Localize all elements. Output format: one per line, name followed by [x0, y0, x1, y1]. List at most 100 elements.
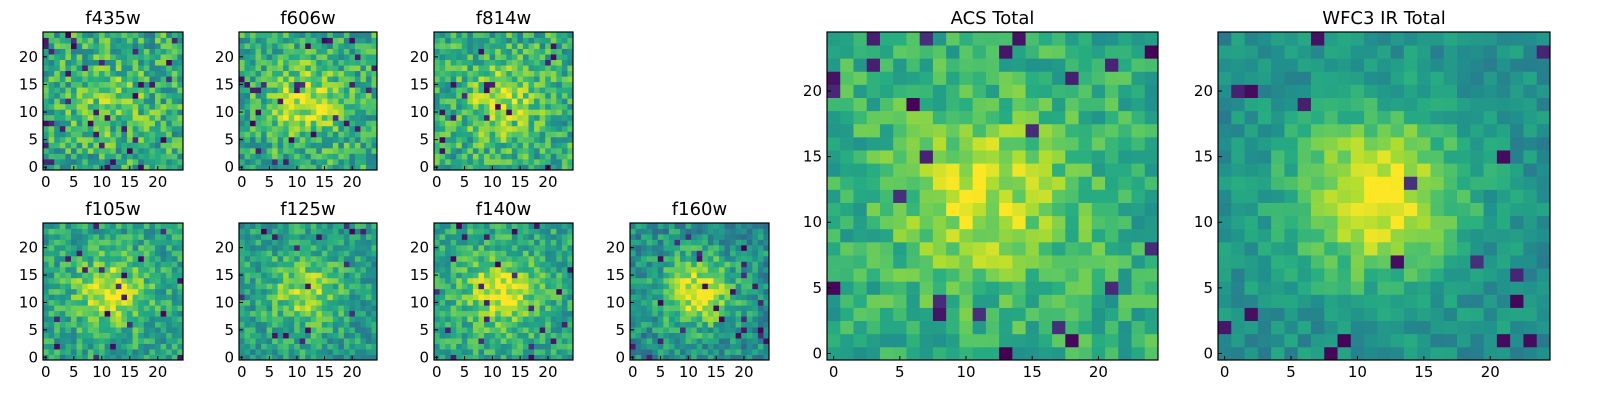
heatmap-cell [360, 261, 367, 268]
heatmap-cell [1025, 333, 1040, 348]
heatmap-cell [506, 277, 513, 284]
heatmap-cell [539, 316, 546, 323]
heatmap-cell [827, 255, 841, 269]
heatmap-cell [534, 76, 541, 83]
heatmap-cell [561, 54, 568, 60]
heatmap-cell [48, 343, 55, 350]
y-tick-label: 15 [606, 266, 625, 284]
heatmap-cell [741, 255, 748, 262]
heatmap-cell [500, 250, 507, 257]
heatmap-cell [434, 59, 440, 66]
heatmap-cell [561, 354, 568, 361]
heatmap-cell [511, 354, 518, 361]
heatmap-cell [104, 59, 111, 66]
heatmap-cell [43, 158, 49, 165]
heatmap-cell [517, 244, 524, 251]
heatmap-cell [866, 215, 881, 230]
heatmap-cell [104, 37, 111, 44]
heatmap-cell [59, 343, 66, 350]
heatmap-cell [43, 32, 49, 38]
heatmap-cell [316, 261, 323, 268]
heatmap-cell [299, 250, 306, 257]
heatmap-cell [360, 120, 367, 127]
heatmap-cell [702, 332, 709, 339]
heatmap-cell [110, 343, 117, 350]
heatmap-cell [646, 288, 653, 295]
heatmap-cell [489, 92, 496, 99]
heatmap-cell [730, 239, 737, 246]
heatmap-cell [972, 268, 987, 282]
y-tick-label: 0 [615, 348, 625, 366]
heatmap-cell [272, 158, 279, 165]
heatmap-cell [177, 354, 184, 361]
heatmap-cell [746, 288, 753, 295]
heatmap-cell [534, 98, 541, 105]
heatmap-cell [266, 316, 273, 323]
heatmap-cell [1038, 268, 1053, 282]
heatmap-cell [177, 109, 184, 116]
heatmap-cell [239, 158, 245, 165]
heatmap-cell [166, 54, 173, 60]
heatmap-cell [556, 272, 563, 279]
heatmap-cell [1025, 255, 1040, 269]
heatmap-cell [478, 233, 485, 240]
heatmap-cell [354, 354, 361, 361]
heatmap-cell [310, 131, 317, 138]
heatmap-cell [522, 87, 529, 94]
heatmap-cell [316, 32, 323, 38]
heatmap-cell [166, 142, 173, 149]
heatmap-cell [321, 70, 328, 77]
heatmap-cell [840, 150, 854, 164]
heatmap-cell [171, 153, 178, 160]
heatmap-cell [138, 136, 145, 143]
heatmap-cell [550, 349, 557, 355]
heatmap-cell [93, 59, 100, 66]
heatmap-cell [735, 349, 742, 355]
x-tick-label: 20 [148, 363, 167, 381]
heatmap-cell [160, 239, 167, 246]
heatmap-cell [472, 233, 479, 240]
heatmap-cell [160, 354, 167, 361]
heatmap-cell [155, 255, 161, 262]
heatmap-cell [517, 32, 524, 38]
heatmap-cell [244, 223, 251, 229]
heatmap-cell [294, 114, 301, 121]
heatmap-cell [757, 239, 764, 246]
heatmap-cell [54, 109, 61, 116]
heatmap-cell [155, 349, 161, 355]
heatmap-cell [283, 272, 290, 279]
heatmap-cell [478, 327, 485, 333]
heatmap-cell [349, 338, 356, 344]
heatmap-cell [478, 153, 485, 160]
heatmap-cell [299, 158, 306, 165]
heatmap-cell [668, 288, 675, 295]
heatmap-cell [746, 332, 753, 339]
heatmap-cell [567, 294, 574, 301]
heatmap-cell [360, 349, 367, 355]
heatmap-cell [545, 147, 552, 154]
heatmap-cell [93, 81, 100, 88]
heatmap-cell [143, 316, 150, 323]
heatmap-cell [360, 43, 367, 49]
heatmap-cell [349, 70, 356, 77]
heatmap-cell [489, 272, 496, 279]
heatmap-cell [556, 223, 563, 229]
heatmap-cell [522, 37, 529, 44]
heatmap-cell [630, 349, 636, 355]
heatmap-cell [277, 131, 284, 138]
heatmap-cell [478, 98, 485, 105]
heatmap-cell [266, 59, 273, 66]
heatmap-cell [93, 288, 100, 295]
y-tick-label: 15 [215, 266, 234, 284]
heatmap-cell [724, 327, 731, 333]
heatmap-cell [354, 239, 361, 246]
heatmap-cell [713, 255, 720, 262]
heatmap-cell [534, 283, 541, 290]
heatmap-cell [338, 310, 345, 317]
heatmap-cell [155, 233, 161, 240]
heatmap-cell [65, 327, 72, 333]
heatmap-cell [763, 277, 770, 284]
heatmap-cell [528, 288, 535, 295]
heatmap-cell [365, 338, 372, 344]
heatmap-cell [461, 244, 468, 251]
